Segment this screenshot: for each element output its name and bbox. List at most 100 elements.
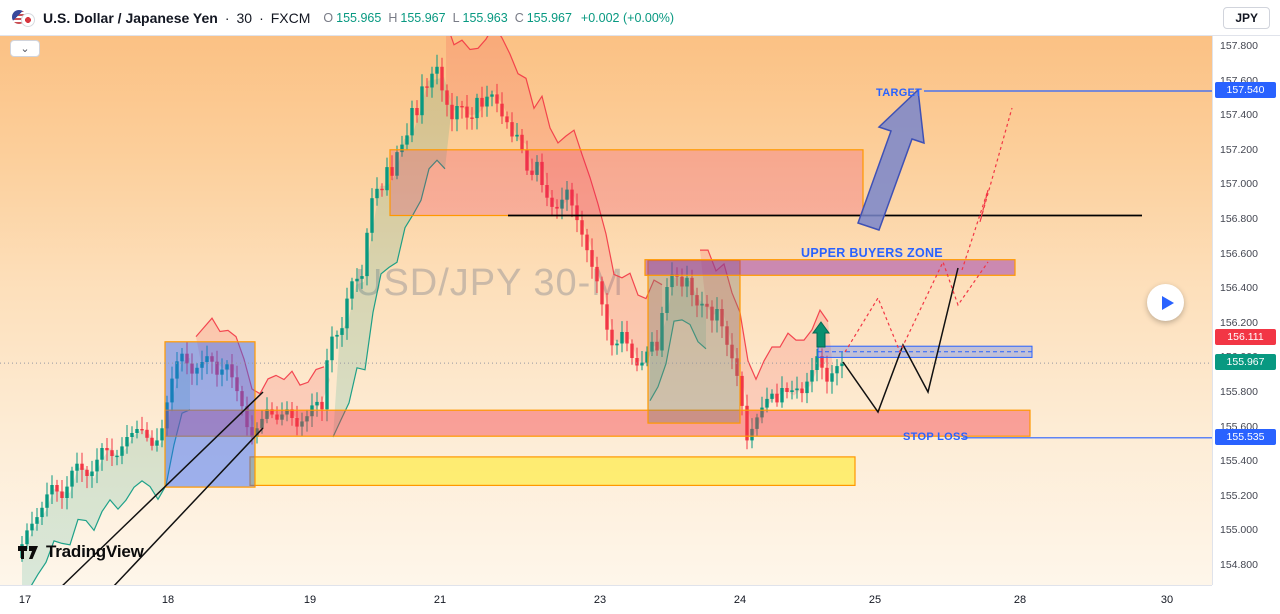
price-axis-label: 155.000 xyxy=(1220,524,1258,537)
candle-body xyxy=(465,106,469,118)
candle-body xyxy=(280,414,284,420)
supply-zone[interactable] xyxy=(389,149,864,217)
play-button[interactable] xyxy=(1147,284,1184,321)
candle-body xyxy=(640,362,644,366)
candle-body xyxy=(725,326,729,345)
candle-body xyxy=(275,414,279,420)
candle-body xyxy=(825,367,829,382)
candle-body xyxy=(470,117,474,119)
candle-body xyxy=(835,366,839,374)
candle-body xyxy=(760,407,764,418)
candle-body xyxy=(840,363,844,367)
open-label: O xyxy=(323,10,334,25)
candle-body xyxy=(550,197,554,207)
candle-body xyxy=(95,459,99,472)
candle-body xyxy=(785,388,789,392)
legend-collapse-button[interactable]: ⌄ xyxy=(10,40,40,57)
consolidation-box[interactable] xyxy=(647,259,741,424)
candle-body xyxy=(285,409,289,415)
yellow-band[interactable] xyxy=(249,456,856,486)
candle-body xyxy=(420,86,424,116)
candle-body xyxy=(225,364,229,370)
candle-body xyxy=(615,343,619,346)
candle-body xyxy=(745,405,749,441)
trendline-1[interactable] xyxy=(57,391,264,591)
projection-black[interactable] xyxy=(842,267,959,414)
time-scale[interactable]: 17 18 19 21 23 24 25 28 30 xyxy=(0,585,1212,614)
candle-body xyxy=(435,66,439,74)
candle-body xyxy=(265,409,269,419)
upper-buyers-zone[interactable] xyxy=(644,259,1016,276)
candle-body xyxy=(690,277,694,296)
candle-body xyxy=(610,329,614,346)
candle-body xyxy=(240,391,244,407)
upper-buyers-zone-label[interactable]: UPPER BUYERS ZONE xyxy=(801,246,943,260)
price-axis-label: 157.800 xyxy=(1220,40,1258,52)
candle-body xyxy=(185,353,189,364)
candle-body xyxy=(805,381,809,394)
candle-body xyxy=(405,135,409,145)
candle-body xyxy=(205,356,209,362)
time-axis-label: 23 xyxy=(593,594,607,606)
candle-body xyxy=(540,161,544,185)
stop-loss-label[interactable]: STOP LOSS xyxy=(903,431,969,443)
candle-body xyxy=(530,170,534,175)
candle-body xyxy=(345,298,349,329)
interval-label[interactable]: 30 xyxy=(236,9,253,26)
candle-body xyxy=(335,334,339,337)
candle-body xyxy=(300,421,304,427)
chart-header: U.S. Dollar / Japanese Yen · 30 · FXCM O… xyxy=(0,0,1280,36)
candle-body xyxy=(195,367,199,374)
time-axis-label: 30 xyxy=(1160,594,1174,606)
symbol-title[interactable]: U.S. Dollar / Japanese Yen xyxy=(43,9,218,26)
close-label: C xyxy=(514,10,524,25)
candle-body xyxy=(55,485,59,492)
candle-body xyxy=(165,402,169,429)
trend-indicator-line xyxy=(700,249,829,381)
candle-body xyxy=(695,295,699,306)
projection-red-2[interactable] xyxy=(961,107,1013,271)
candle-body xyxy=(320,401,324,410)
candle-body xyxy=(230,364,234,378)
candle-body xyxy=(235,377,239,392)
candle-body xyxy=(140,429,144,431)
trend-indicator-line xyxy=(195,317,325,395)
candle-body xyxy=(105,448,109,451)
currency-button[interactable]: JPY xyxy=(1223,6,1270,29)
candle-body xyxy=(820,356,824,368)
target-label[interactable]: TARGET xyxy=(876,87,923,99)
demand-band[interactable] xyxy=(164,409,1031,437)
candle-body xyxy=(655,341,659,351)
price-axis-label: 156.200 xyxy=(1220,316,1258,329)
indicator-price-tag: 156.111 xyxy=(1215,329,1276,346)
candle-body xyxy=(35,517,39,524)
candle-body xyxy=(710,306,714,321)
candle-body xyxy=(65,486,69,498)
candle-body xyxy=(665,287,669,313)
target-arrow[interactable] xyxy=(857,88,925,231)
time-axis-label: 28 xyxy=(1013,594,1027,606)
candle-body xyxy=(325,360,329,410)
play-icon xyxy=(1161,295,1174,310)
uptrend-cloud xyxy=(22,357,190,610)
price-scale[interactable]: 157.800 157.600 157.400 157.200 157.000 156.8… xyxy=(1212,36,1280,585)
candle-body xyxy=(245,406,249,428)
candle-body xyxy=(460,106,464,108)
blue-box[interactable] xyxy=(164,341,256,488)
candle-body xyxy=(595,266,599,282)
candle-body xyxy=(625,332,629,344)
tradingview-logo[interactable]: TradingView xyxy=(16,540,144,564)
candle-body xyxy=(190,363,194,374)
candle-body xyxy=(645,351,649,363)
candle-body xyxy=(500,103,504,117)
candle-body xyxy=(440,66,444,91)
candle-body xyxy=(365,232,369,277)
candle-body xyxy=(290,409,294,418)
candle-body xyxy=(90,471,94,477)
candle-body xyxy=(585,234,589,251)
candle-body xyxy=(415,108,419,116)
candle-body xyxy=(590,250,594,267)
trendline-2[interactable] xyxy=(94,427,264,607)
symbol-watermark: USD/JPY 30-M xyxy=(355,262,624,304)
